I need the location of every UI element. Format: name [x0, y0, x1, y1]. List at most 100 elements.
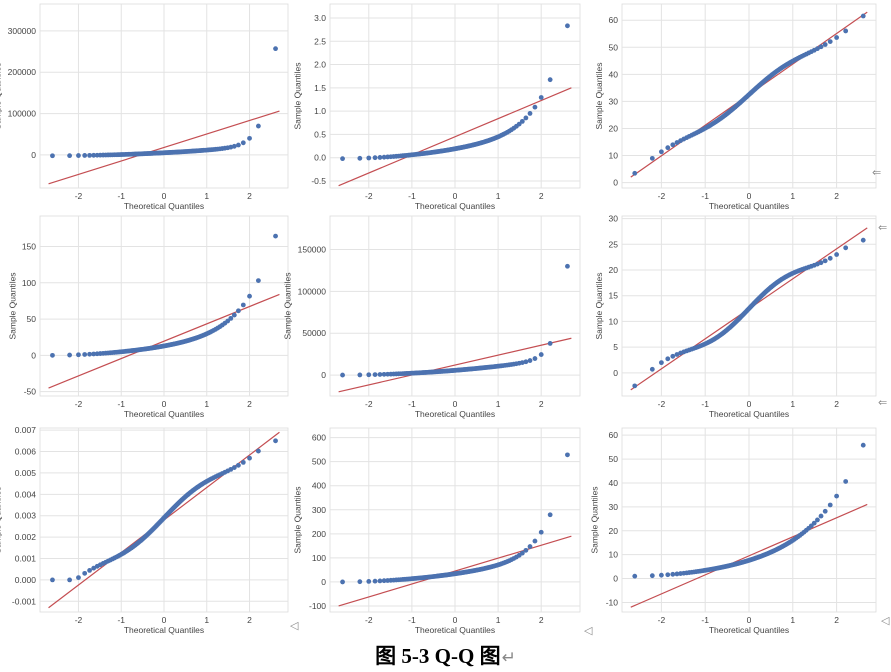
qq-panel-1: -2 -1 0 1 2 0 100000 200000 300000 Theoretical Qu…	[0, 3, 289, 211]
data-point	[50, 352, 55, 358]
data-point	[827, 39, 833, 44]
reference-line	[48, 110, 280, 185]
y-axis-label: Sample Quantiles	[589, 486, 599, 553]
data-point	[665, 145, 671, 151]
x-tick-label: -1	[117, 399, 125, 409]
data-point	[565, 452, 570, 458]
data-point	[340, 372, 345, 378]
y-tick-label: 0.004	[15, 489, 37, 499]
data-point	[834, 252, 840, 257]
data-point	[670, 142, 676, 148]
x-tick-label: 0	[162, 399, 167, 409]
qq-panel-2: -2 -1 0 1 2 -0.5 0.0 0.5 1.0 1.5 2.0 2.5 3.0 Theoreti…	[292, 3, 581, 211]
y-tick-label: 0.000	[15, 575, 37, 585]
data-point	[815, 517, 820, 523]
y-tick-label: 400	[312, 481, 326, 491]
x-tick-label: 2	[247, 191, 252, 201]
data-point	[87, 152, 92, 158]
data-point	[87, 567, 92, 573]
y-tick-label: 200000	[8, 67, 37, 77]
y-tick-label: -0.001	[12, 596, 36, 606]
data-point	[91, 565, 97, 571]
data-point	[372, 578, 378, 584]
x-tick-label: 2	[539, 399, 544, 409]
y-tick-label: 0	[613, 368, 618, 378]
y-axis-label: Sample Quantiles	[594, 272, 604, 339]
x-tick-label: -2	[365, 615, 373, 625]
data-point	[240, 140, 246, 146]
margin-arrow-mark: ◁	[881, 615, 890, 627]
data-point	[247, 135, 252, 141]
x-tick-label: 0	[747, 399, 752, 409]
data-point	[357, 372, 363, 378]
x-axis-label: Theoretical Quantiles	[415, 201, 495, 211]
data-point	[649, 155, 655, 161]
data-point	[547, 77, 553, 83]
x-tick-label: 1	[204, 399, 209, 409]
y-tick-label: 0.001	[15, 554, 37, 564]
qq-panel-7: -2 -1 0 1 2 -0.001 0.000 0.001 0.002 0.003 0.004 0.…	[0, 425, 289, 635]
data-point	[632, 383, 638, 389]
y-axis-label: Sample Quantiles	[283, 272, 293, 339]
data-point	[818, 44, 824, 50]
data-point	[67, 577, 73, 583]
x-tick-label: -2	[365, 191, 373, 201]
data-point	[843, 245, 849, 251]
data-point	[255, 278, 261, 283]
x-tick-label: 1	[496, 191, 501, 201]
x-tick-label: 0	[453, 615, 458, 625]
data-point	[547, 512, 553, 518]
data-point	[255, 123, 261, 129]
y-tick-label: -10	[606, 597, 619, 607]
data-point	[523, 547, 529, 553]
data-point	[860, 237, 866, 243]
data-point	[538, 352, 544, 357]
y-tick-label: 10	[609, 151, 619, 161]
data-point	[532, 104, 538, 110]
x-axis-label: Theoretical Quantiles	[415, 625, 495, 635]
data-point	[843, 479, 849, 484]
x-tick-label: 1	[790, 615, 795, 625]
data-point	[658, 149, 664, 155]
data-point	[527, 111, 533, 116]
y-tick-label: 0	[613, 178, 618, 188]
data-point	[231, 465, 237, 470]
y-tick-label: 0.5	[314, 129, 326, 139]
y-tick-label: 40	[609, 478, 619, 488]
data-point	[273, 46, 278, 52]
data-point	[827, 255, 833, 261]
data-point	[82, 153, 88, 158]
data-point	[822, 258, 828, 264]
data-point	[377, 578, 383, 584]
data-point	[658, 360, 664, 366]
data-point	[527, 544, 533, 549]
margin-arrow-mark: ◁	[290, 620, 299, 632]
data-point	[381, 154, 387, 160]
data-point	[366, 155, 372, 161]
y-tick-label: 0.003	[15, 511, 37, 521]
data-point	[231, 143, 237, 149]
qq-panel-8: -2 -1 0 1 2 -100 0 100 200 300 400 500 600 Theoretica…	[292, 427, 581, 635]
qq-panel-5: -2 -1 0 1 2 0 50000 100000 150000 Theoretical Qua…	[283, 215, 581, 419]
data-point	[50, 153, 55, 159]
data-point	[565, 23, 570, 29]
data-point	[357, 579, 363, 585]
x-tick-label: -1	[408, 191, 416, 201]
data-point	[247, 293, 252, 299]
data-point	[240, 302, 246, 308]
y-tick-label: 0.006	[15, 447, 37, 457]
data-point	[228, 315, 234, 321]
y-tick-label: 20	[609, 123, 619, 133]
x-tick-label: -1	[701, 615, 709, 625]
data-point	[340, 579, 345, 585]
reference-line	[338, 337, 572, 393]
y-tick-label: 30	[609, 502, 619, 512]
y-tick-label: 150000	[298, 244, 327, 254]
data-point	[538, 529, 544, 535]
x-tick-label: -1	[701, 191, 709, 201]
y-tick-label: 25	[609, 239, 619, 249]
data-point	[827, 502, 833, 508]
y-tick-label: 40	[609, 69, 619, 79]
